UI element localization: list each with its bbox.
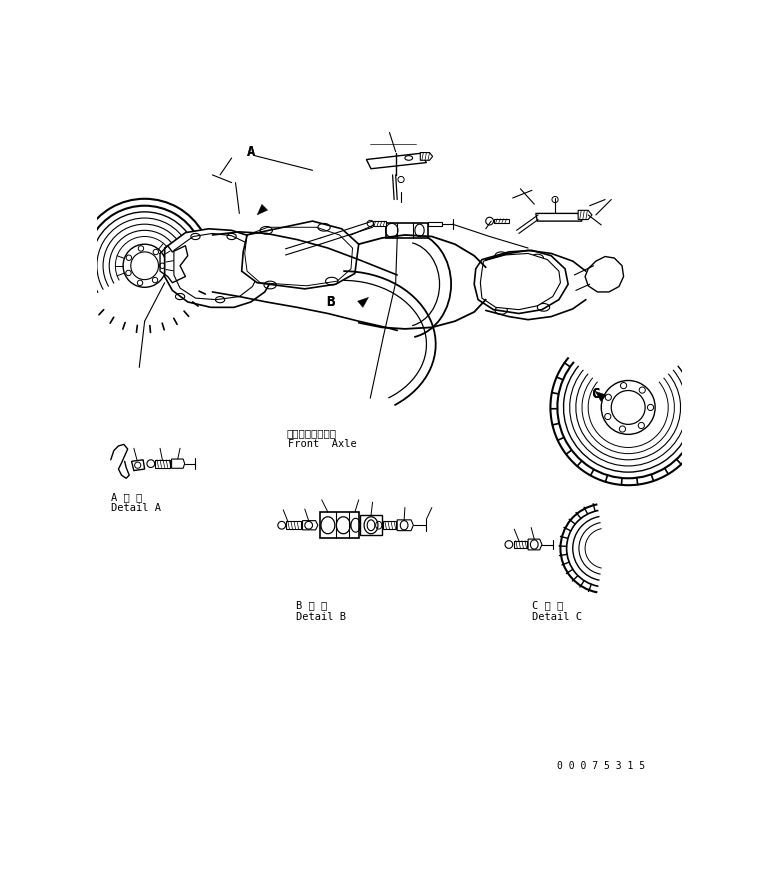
Polygon shape (257, 204, 268, 215)
Text: C: C (592, 387, 600, 401)
Text: B 詳 細: B 詳 細 (296, 600, 327, 611)
Text: フロントアクスル: フロントアクスル (287, 428, 337, 438)
Polygon shape (242, 221, 359, 289)
Polygon shape (383, 521, 396, 529)
Polygon shape (474, 250, 568, 313)
Text: A: A (247, 144, 255, 158)
Polygon shape (302, 521, 318, 530)
Polygon shape (420, 152, 432, 160)
Polygon shape (131, 459, 144, 471)
Polygon shape (165, 229, 273, 307)
Polygon shape (578, 210, 592, 219)
Polygon shape (428, 222, 442, 226)
Polygon shape (595, 392, 606, 401)
Polygon shape (156, 459, 170, 467)
Text: C: C (592, 387, 600, 401)
Polygon shape (358, 297, 369, 307)
Polygon shape (366, 153, 426, 169)
Polygon shape (372, 221, 385, 225)
Polygon shape (287, 521, 301, 529)
Polygon shape (320, 512, 359, 539)
Text: A 詳 細: A 詳 細 (111, 492, 142, 502)
Polygon shape (480, 253, 560, 310)
Text: C 詳 細: C 詳 細 (532, 600, 563, 611)
Polygon shape (360, 515, 382, 535)
Text: Front  Axle: Front Axle (288, 439, 356, 449)
Text: A: A (247, 144, 255, 158)
Polygon shape (528, 539, 542, 550)
Text: 0 0 0 7 5 3 1 5: 0 0 0 7 5 3 1 5 (557, 761, 645, 772)
Polygon shape (174, 233, 260, 299)
Polygon shape (494, 219, 509, 223)
Text: Detail C: Detail C (532, 612, 582, 622)
Text: Detail A: Detail A (111, 503, 161, 513)
Text: Detail B: Detail B (296, 612, 346, 622)
Polygon shape (515, 540, 527, 548)
Text: B: B (326, 295, 334, 309)
Polygon shape (536, 214, 582, 221)
Polygon shape (397, 520, 413, 531)
Polygon shape (385, 223, 428, 238)
Polygon shape (172, 459, 185, 468)
Text: B: B (326, 295, 334, 309)
